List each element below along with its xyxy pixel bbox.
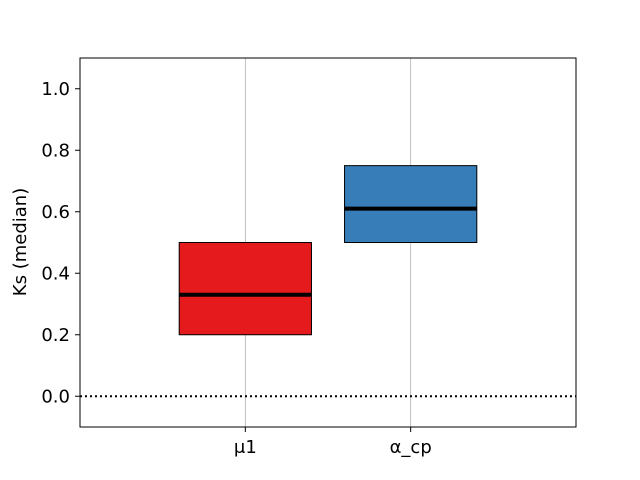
y-tick-label: 0.8 <box>41 140 70 161</box>
y-tick-label: 0.0 <box>41 386 70 407</box>
y-tick-label: 0.2 <box>41 325 70 346</box>
y-axis-label: Ks (median) <box>10 188 31 296</box>
plot-frame <box>79 57 577 428</box>
box-1 <box>178 242 312 336</box>
x-tick-label: α_cp <box>390 437 432 458</box>
x-tick-label: μ1 <box>234 437 257 458</box>
y-tick-label: 0.4 <box>41 263 70 284</box>
y-tick-label: 1.0 <box>41 79 70 100</box>
box-2 <box>344 165 478 243</box>
y-axis-ticks: 0.0 0.2 0.4 0.6 0.8 1.0 <box>41 79 80 407</box>
boxes-layer <box>178 165 478 336</box>
y-tick-label: 0.6 <box>41 202 70 223</box>
x-axis-ticks: μ1 α_cp <box>234 427 432 458</box>
